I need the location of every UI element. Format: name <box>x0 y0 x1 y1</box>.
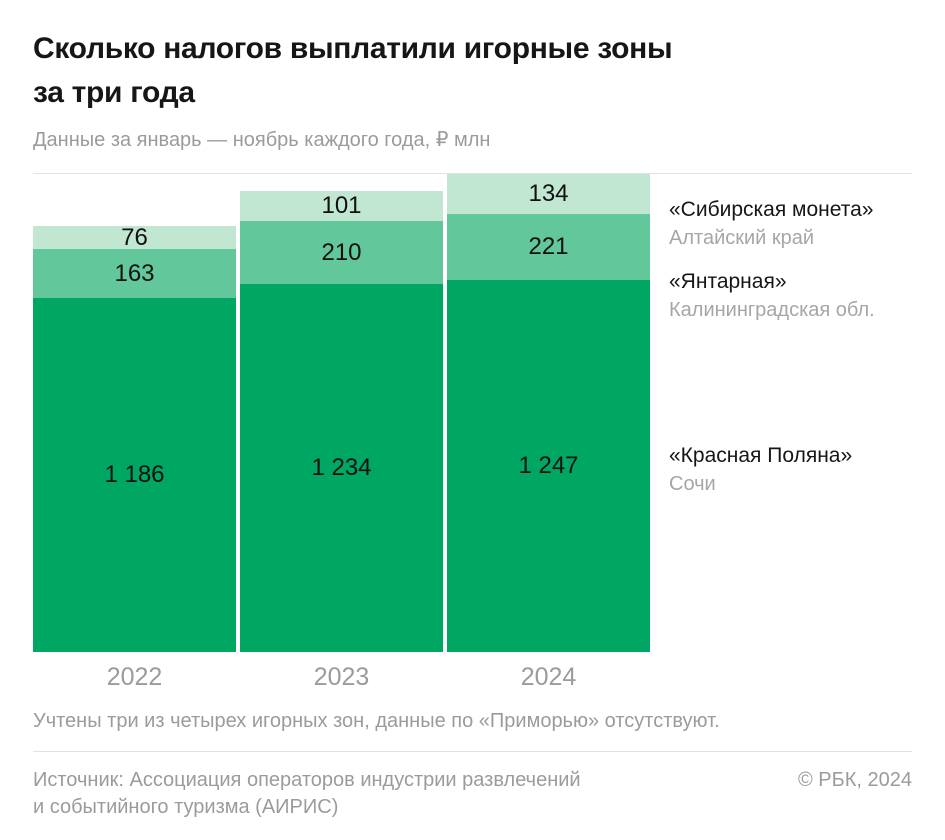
bar-2024: 134 221 1 247 <box>447 174 650 652</box>
segment-value-label: 1 234 <box>311 454 372 481</box>
segment-value-label: 210 <box>321 238 362 266</box>
segment-value-label: 134 <box>528 180 569 207</box>
segment-value-label: 101 <box>321 192 362 219</box>
segment-value-label: 1 247 <box>518 452 579 479</box>
bar-segment: 221 <box>447 214 650 280</box>
legend-item-krasnaya-polyana: «Красная Поляна» Сочи <box>669 442 852 498</box>
top-divider <box>33 173 912 174</box>
bar-segment: 134 <box>447 174 650 214</box>
legend-name: «Сибирская монета» <box>669 198 874 221</box>
legend-region: Сочи <box>669 473 716 495</box>
source-text: Источник: Ассоциация операторов индустри… <box>33 767 581 821</box>
chart-title-line-2: за три года <box>33 76 195 109</box>
copyright-text: © РБК, 2024 <box>797 769 912 791</box>
chart-title-line-1: Сколько налогов выплатили игорные зоны <box>33 32 673 65</box>
segment-value-label: 221 <box>528 233 569 260</box>
chart-plot: 76 163 1 186 101 210 1 234 134 221 1 247 <box>33 174 653 652</box>
chart-title: Сколько налогов выплатили игорные зоны з… <box>33 27 912 115</box>
legend-region: Калининградская обл. <box>669 299 875 321</box>
segment-value-label: 163 <box>114 259 155 287</box>
bar-segment: 101 <box>240 191 443 221</box>
chart-footnote: Учтены три из четырех игорных зон, данны… <box>33 710 720 732</box>
x-axis-label: 2024 <box>520 663 577 691</box>
x-axis-label: 2023 <box>313 663 370 691</box>
bar-2022: 76 163 1 186 <box>33 223 236 652</box>
segment-value-label: 1 186 <box>104 461 165 488</box>
chart-subtitle: Данные за январь — ноябрь каждого года, … <box>33 129 491 151</box>
bar-segment: 1 247 <box>447 280 650 652</box>
bar-segment: 1 234 <box>240 284 443 652</box>
bar-segment: 76 <box>33 223 236 251</box>
legend-item-sibirskaya-moneta: «Сибирская монета» Алтайский край <box>669 196 873 252</box>
bar-segment: 210 <box>240 221 443 284</box>
footer: Источник: Ассоциация операторов индустри… <box>33 767 912 821</box>
source-line-1: Источник: Ассоциация операторов индустри… <box>33 769 581 791</box>
source-line-2: и событийного туризма (АИРИС) <box>33 796 339 818</box>
legend-region: Алтайский край <box>669 227 815 249</box>
legend-name: «Красная Поляна» <box>669 444 853 467</box>
bar-segment: 1 186 <box>33 298 236 652</box>
bar-segment: 163 <box>33 249 236 298</box>
bottom-divider <box>33 751 912 752</box>
segment-value-label: 76 <box>121 223 148 251</box>
bar-2023: 101 210 1 234 <box>240 191 443 652</box>
legend-item-yantarnaya: «Янтарная» Калининградская обл. <box>669 268 875 324</box>
x-axis: 2022 2023 2024 <box>33 662 653 694</box>
x-axis-label: 2022 <box>106 663 163 691</box>
legend-name: «Янтарная» <box>669 270 787 293</box>
chart-area: 76 163 1 186 101 210 1 234 134 221 1 247 2022 202… <box>33 174 912 699</box>
